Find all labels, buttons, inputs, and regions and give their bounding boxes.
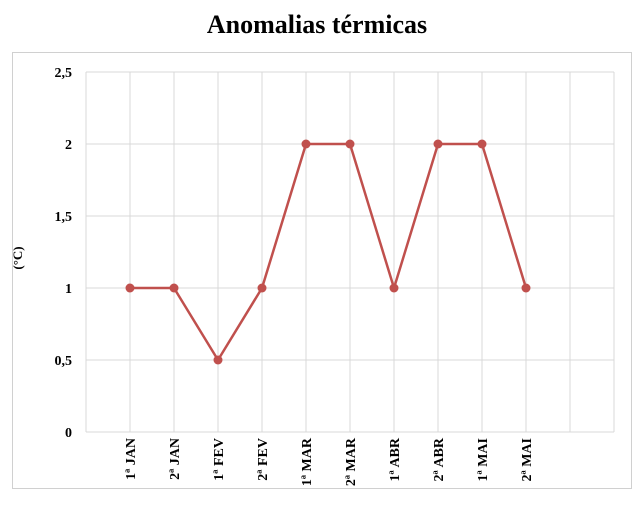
x-tick-label: 1ª FEV: [212, 438, 227, 481]
y-tick-label: 0: [65, 426, 72, 441]
y-tick-label: 0,5: [55, 354, 73, 369]
x-axis-ticks: 1ª JAN 2ª JAN 1ª FEV 2ª FEV 1ª MAR 2ª MAR 1ª A…: [124, 437, 535, 486]
data-point: [433, 139, 443, 149]
series-line: [130, 142, 528, 362]
y-tick-label: 2: [65, 138, 72, 153]
data-point: [301, 139, 311, 149]
data-point: [257, 283, 267, 293]
data-point: [125, 283, 135, 293]
x-tick-label: 2ª MAR: [344, 437, 359, 486]
x-tick-label: 1ª JAN: [124, 438, 139, 480]
data-point: [477, 139, 487, 149]
data-point: [345, 139, 355, 149]
y-tick-label: 1,5: [55, 210, 73, 225]
x-tick-label: 2ª ABR: [432, 437, 447, 481]
data-point: [169, 283, 179, 293]
y-axis-ticks: 0 0,5 1 1,5 2 2,5: [55, 66, 73, 441]
data-point: [213, 355, 223, 365]
x-tick-label: 2ª JAN: [168, 438, 183, 480]
x-tick-label: 1ª ABR: [388, 437, 403, 481]
data-point: [521, 283, 531, 293]
x-tick-label: 2ª MAI: [520, 438, 535, 481]
y-tick-label: 1: [65, 282, 72, 297]
x-tick-label: 2ª FEV: [256, 438, 271, 481]
chart-frame: [12, 52, 632, 489]
gridlines: [85, 71, 615, 433]
series-line-group: [125, 139, 531, 365]
y-tick-label: 2,5: [55, 66, 73, 81]
data-point: [389, 283, 399, 293]
x-tick-label: 1ª MAI: [476, 438, 491, 481]
x-tick-label: 1ª MAR: [300, 437, 315, 486]
chart-title: Anomalias térmicas: [206, 10, 428, 39]
y-axis-label: (°C): [10, 246, 25, 269]
